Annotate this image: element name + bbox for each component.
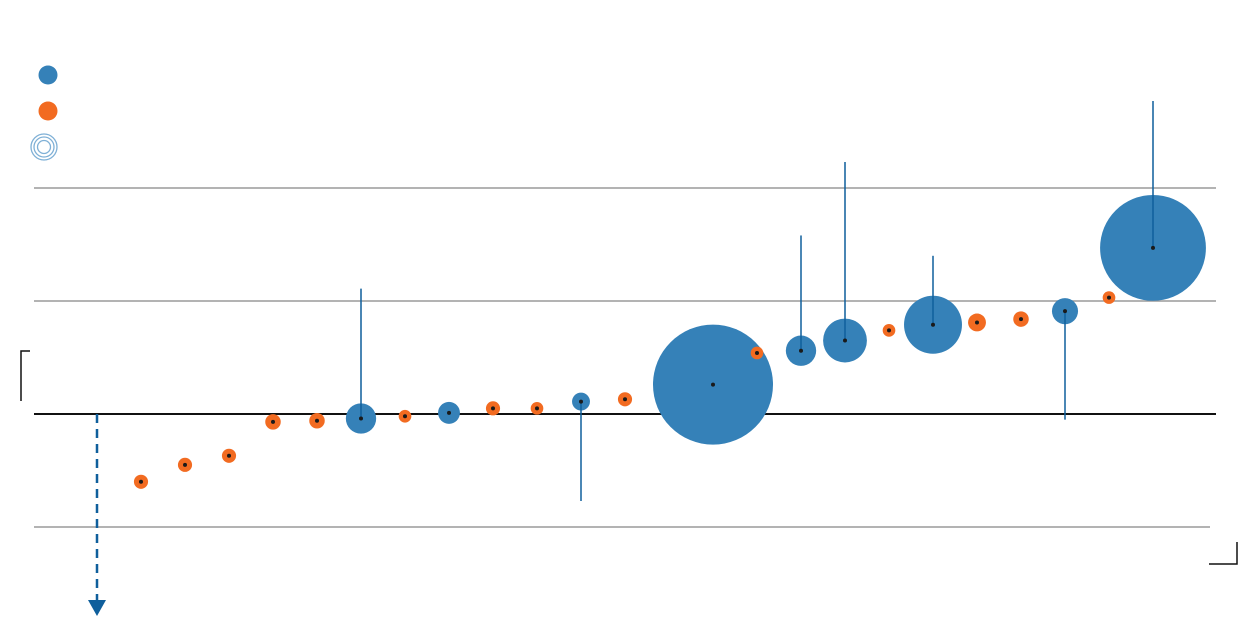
- data-point-center: [271, 419, 275, 424]
- offscale-arrow-head: [88, 600, 106, 616]
- data-point-center: [227, 453, 231, 458]
- data-point-center: [975, 320, 979, 325]
- corner-bracket-bottom-right: [1209, 542, 1238, 565]
- data-point-center: [1151, 245, 1155, 250]
- legend-marker-size-ring: [36, 139, 52, 155]
- data-point-center: [535, 406, 539, 411]
- data-point-center: [623, 397, 627, 402]
- data-point-center: [359, 416, 363, 421]
- legend-marker-size-ring: [33, 136, 55, 158]
- data-point-center: [1063, 309, 1067, 314]
- data-point-center: [139, 479, 143, 484]
- data-point-center: [403, 414, 407, 419]
- corner-bracket-top-left: [20, 350, 30, 401]
- data-point-center: [183, 462, 187, 467]
- data-point-center: [1019, 317, 1023, 322]
- data-point-center: [491, 406, 495, 411]
- data-point-center: [579, 399, 583, 404]
- data-point-center: [1107, 295, 1111, 300]
- data-point-center: [931, 322, 935, 327]
- data-point-center: [755, 350, 759, 355]
- data-point-center: [843, 338, 847, 343]
- legend-marker-blue: [38, 65, 58, 85]
- data-point-center: [887, 328, 891, 333]
- legend-marker-orange: [38, 101, 58, 121]
- data-point-center: [799, 348, 803, 353]
- data-point-center: [315, 418, 319, 423]
- legend-marker-size-ring: [30, 133, 58, 161]
- data-point-center: [711, 382, 715, 387]
- data-point-center: [447, 410, 451, 415]
